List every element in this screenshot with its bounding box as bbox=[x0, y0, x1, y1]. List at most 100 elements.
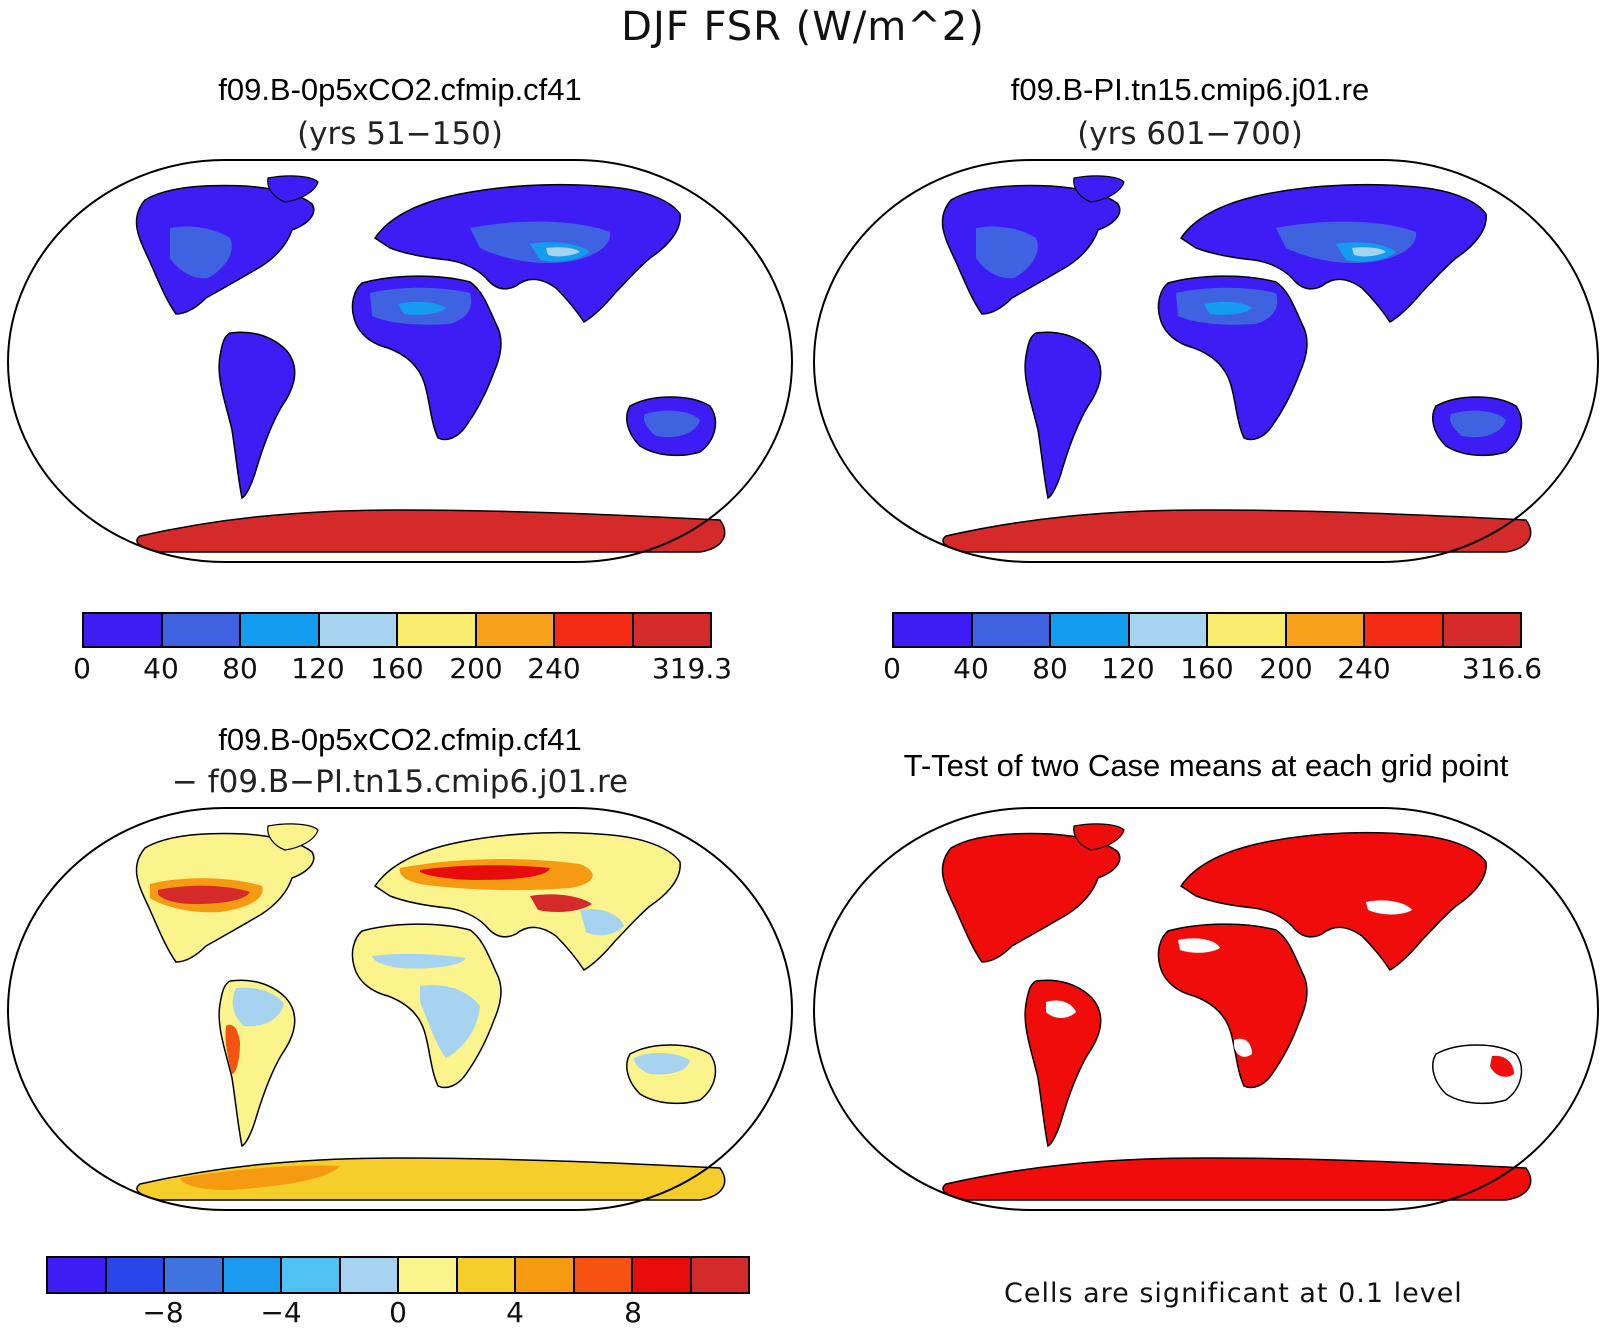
panel2-colorbar-label-4: 120 bbox=[1101, 652, 1155, 685]
panel3-colorbar-box-2 bbox=[106, 1258, 165, 1292]
panel3-colorbar-box-4 bbox=[223, 1258, 282, 1292]
panel3-colorbar-label-5: 8 bbox=[624, 1296, 642, 1329]
eurasia-nonsig-patch bbox=[1366, 900, 1412, 915]
tibet-shading-light bbox=[1352, 247, 1386, 257]
greenland-landmass bbox=[1073, 175, 1125, 203]
panel1-colorbar-label-2: 40 bbox=[143, 652, 179, 685]
panel1-subtitle: (yrs 51−150) bbox=[297, 116, 503, 152]
panel1-colorbar-label-5: 160 bbox=[370, 652, 424, 685]
australia-landmass bbox=[626, 1044, 717, 1105]
panel1-map-content bbox=[135, 175, 726, 553]
panel1-map-border bbox=[6, 159, 794, 563]
africa-nonsig-patch bbox=[1178, 938, 1220, 953]
panel2-colorbar-label-3: 80 bbox=[1032, 652, 1068, 685]
sahel-cool-band bbox=[372, 953, 466, 969]
antarctica-landmass bbox=[942, 1157, 1532, 1201]
panel4-footnote: Cells are significant at 0.1 level bbox=[1004, 1278, 1463, 1309]
panel4-map-content bbox=[941, 823, 1532, 1201]
panel2-colorbar-box-2 bbox=[972, 614, 1051, 646]
south-america-landmass bbox=[218, 331, 296, 500]
panel1-colorbar-box-2 bbox=[162, 614, 241, 646]
panel3-colorbar-box-1 bbox=[48, 1258, 107, 1292]
panel2-title: f09.B-PI.tn15.cmip6.j01.re bbox=[1010, 72, 1370, 107]
panel1-colorbar-box-1 bbox=[84, 614, 163, 646]
panel1-colorbar-box-3 bbox=[241, 614, 320, 646]
panel2-colorbar-label-2: 40 bbox=[953, 652, 989, 685]
panel1-colorbar-label-7: 240 bbox=[527, 652, 581, 685]
tibet-hot-patch bbox=[530, 894, 592, 912]
australia-sig-patch bbox=[1490, 1055, 1514, 1077]
panel2-colorbar-label-6: 200 bbox=[1259, 652, 1313, 685]
panel2-colorbar-labels: 0 40 80 120 160 200 240 316.6 bbox=[883, 652, 1542, 686]
panel1-colorbar-box-8 bbox=[633, 614, 710, 646]
north-america-hot-core bbox=[158, 885, 250, 904]
panel3-colorbar-box-3 bbox=[165, 1258, 224, 1292]
panel2-map-content bbox=[941, 175, 1532, 553]
eurasia-landmass bbox=[1179, 831, 1487, 972]
panel4-map bbox=[812, 807, 1600, 1211]
australia-interior-shading bbox=[644, 410, 700, 438]
panel2-colorbar-label-7: 240 bbox=[1337, 652, 1391, 685]
panel3-colorbar-box-10 bbox=[574, 1258, 633, 1292]
panel3-colorbar bbox=[46, 1256, 750, 1294]
panel3-colorbar-label-4: 4 bbox=[506, 1296, 524, 1329]
australia-interior-shading bbox=[1450, 410, 1506, 438]
greenland-landmass bbox=[267, 175, 319, 203]
panel2-colorbar-label-5: 160 bbox=[1180, 652, 1234, 685]
eurasia-hot-core bbox=[420, 865, 550, 880]
panel2-colorbar-label-1: 0 bbox=[883, 652, 901, 685]
panel3-colorbar-box-6 bbox=[340, 1258, 399, 1292]
north-america-interior-shading bbox=[170, 226, 232, 279]
africa-nonsig-patch-2 bbox=[1234, 1038, 1252, 1057]
panel3-map-border bbox=[6, 807, 794, 1211]
panel1-map bbox=[6, 159, 794, 563]
panel2-map-border bbox=[812, 159, 1600, 563]
panel1-colorbar-label-6: 200 bbox=[449, 652, 503, 685]
south-america-landmass bbox=[1024, 331, 1102, 500]
panel2-colorbar-box-1 bbox=[894, 614, 973, 646]
north-america-landmass bbox=[941, 832, 1121, 963]
panel3-colorbar-labels: −8 −4 0 4 8 bbox=[46, 1296, 750, 1330]
panel2-colorbar-label-8: 316.6 bbox=[1461, 652, 1543, 685]
panel3-colorbar-label-3: 0 bbox=[389, 1296, 407, 1329]
panel4-map-border bbox=[812, 807, 1600, 1211]
panel2-colorbar-box-5 bbox=[1208, 614, 1287, 646]
south-america-nonsig-patch bbox=[1046, 1000, 1076, 1018]
panel2-colorbar-box-7 bbox=[1365, 614, 1444, 646]
andes-warm-strip bbox=[225, 1024, 240, 1074]
figure-title: DJF FSR (W/m^2) bbox=[621, 4, 985, 50]
panel1-title: f09.B-0p5xCO2.cfmip.cf41 bbox=[218, 72, 582, 107]
panel3-colorbar-box-5 bbox=[282, 1258, 341, 1292]
south-america-cool-patch bbox=[232, 987, 284, 1027]
south-america-landmass bbox=[1024, 979, 1102, 1148]
panel3-colorbar-box-12 bbox=[691, 1258, 748, 1292]
panel4-title: T-Test of two Case means at each grid po… bbox=[903, 748, 1509, 783]
greenland-landmass bbox=[1073, 823, 1125, 851]
panel3-map bbox=[6, 807, 794, 1211]
australia-cool-patch bbox=[634, 1052, 690, 1075]
panel2-colorbar bbox=[892, 612, 1522, 648]
panel3-map-content bbox=[135, 823, 726, 1201]
antarctica-warm-patch bbox=[180, 1165, 340, 1190]
panel1-colorbar-box-4 bbox=[319, 614, 398, 646]
greenland-landmass bbox=[267, 823, 319, 851]
sahara-shading-light bbox=[1204, 301, 1252, 315]
panel2-colorbar-box-4 bbox=[1129, 614, 1208, 646]
panel1-colorbar-label-3: 80 bbox=[222, 652, 258, 685]
tibet-shading-light bbox=[546, 247, 580, 257]
panel1-colorbar-box-7 bbox=[555, 614, 634, 646]
south-america-landmass bbox=[218, 979, 296, 1148]
panel3-colorbar-box-8 bbox=[457, 1258, 516, 1292]
antarctica-landmass bbox=[136, 509, 726, 553]
africa-landmass bbox=[1157, 923, 1308, 1089]
panel2-colorbar-box-8 bbox=[1443, 614, 1520, 646]
panel1-colorbar-box-5 bbox=[398, 614, 477, 646]
panel3-colorbar-box-11 bbox=[633, 1258, 692, 1292]
asia-cool-patch bbox=[580, 908, 624, 936]
panel2-map bbox=[812, 159, 1600, 563]
panel3-subtitle: − f09.B−PI.tn15.cmip6.j01.re bbox=[171, 764, 629, 800]
panel3-colorbar-label-1: −8 bbox=[142, 1296, 184, 1329]
panel1-colorbar-label-8: 319.3 bbox=[651, 652, 733, 685]
panel3-colorbar-box-7 bbox=[399, 1258, 458, 1292]
antarctica-landmass bbox=[942, 509, 1532, 553]
